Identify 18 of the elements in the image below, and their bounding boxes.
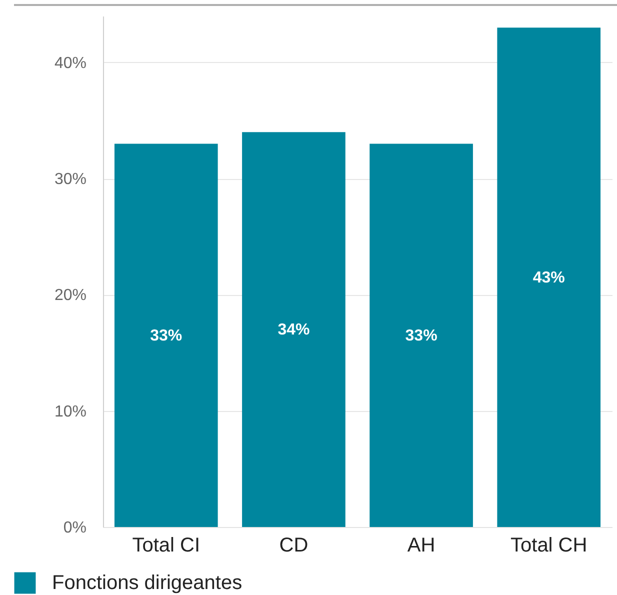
bar bbox=[114, 144, 218, 527]
x-tick-label: CD bbox=[279, 534, 308, 556]
x-tick-label: AH bbox=[407, 534, 436, 556]
data-label: 33% bbox=[405, 327, 438, 344]
bar bbox=[497, 28, 601, 527]
data-label: 33% bbox=[150, 327, 182, 344]
x-tick-label: Total CH bbox=[510, 534, 588, 556]
x-tick-label: Total CI bbox=[132, 534, 200, 556]
legend-label: Fonctions dirigeantes bbox=[52, 572, 242, 594]
y-tick-label: 20% bbox=[54, 287, 86, 304]
bar bbox=[370, 144, 473, 527]
y-tick-label: 40% bbox=[54, 54, 86, 72]
data-label: 34% bbox=[278, 322, 310, 339]
y-tick-label: 10% bbox=[54, 403, 86, 420]
bar bbox=[242, 132, 346, 527]
y-tick-label: 0% bbox=[63, 520, 86, 536]
y-tick-label: 30% bbox=[54, 171, 86, 188]
data-label: 43% bbox=[532, 269, 565, 286]
